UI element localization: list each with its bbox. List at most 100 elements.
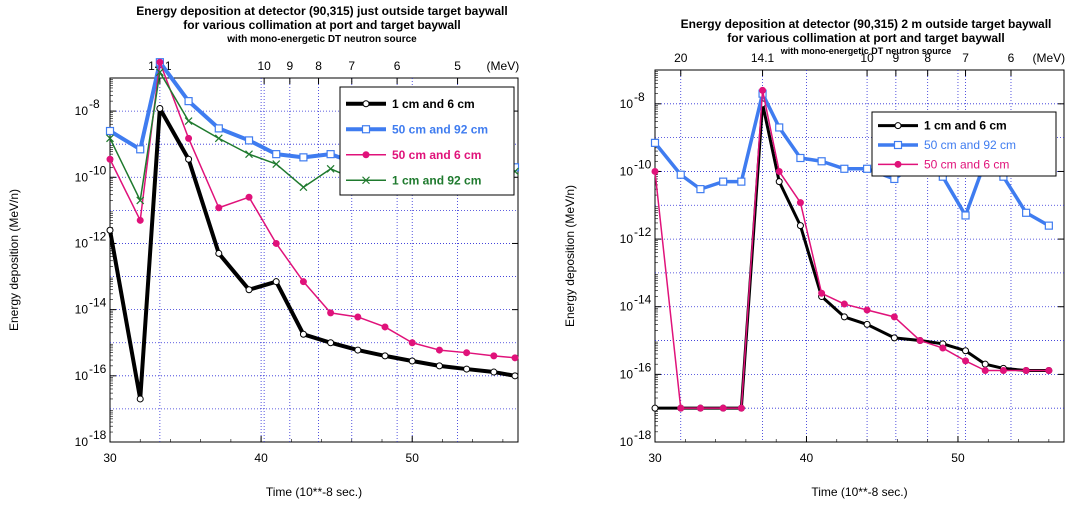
chart-1-subtitle: for various collimation at port and targ… bbox=[183, 18, 460, 32]
legend-entry-label: 50 cm and 6 cm bbox=[924, 157, 1009, 171]
legend-swatch-marker bbox=[362, 151, 370, 159]
series-1-point bbox=[272, 278, 280, 286]
y-tick-label: 10 bbox=[75, 170, 89, 184]
series-2-point bbox=[775, 123, 784, 132]
legend-entry-label: 50 cm and 6 cm bbox=[392, 148, 481, 162]
series-line-3 bbox=[109, 61, 516, 359]
x-stroke bbox=[184, 117, 193, 125]
top-tick-label: 10 bbox=[257, 59, 271, 73]
series-2-point bbox=[326, 150, 335, 159]
series-line-1 bbox=[108, 106, 516, 401]
series-3-point bbox=[737, 404, 745, 412]
series-1-point bbox=[863, 320, 871, 328]
series-3-point bbox=[106, 155, 114, 163]
series-2-point bbox=[272, 150, 281, 159]
series-3-point bbox=[818, 289, 826, 297]
x-tick-label: 40 bbox=[800, 451, 814, 465]
series-4-point bbox=[106, 134, 114, 143]
series-3-point bbox=[890, 313, 898, 321]
x-axis-label: Time (10**-8 sec.) bbox=[811, 485, 907, 499]
legend-swatch-marker bbox=[361, 125, 371, 134]
x-axis-label: Time (10**-8 sec.) bbox=[266, 485, 362, 499]
y-axis-label: Energy deposition (MeV/n) bbox=[7, 189, 21, 331]
top-tick-label: 10 bbox=[860, 51, 874, 65]
top-tick-label: 6 bbox=[394, 59, 401, 73]
top-tick-label: 8 bbox=[924, 51, 931, 65]
top-tick-label: 7 bbox=[348, 59, 355, 73]
series-3-point bbox=[863, 306, 871, 314]
legend-swatch-marker bbox=[362, 176, 370, 185]
series-1-point bbox=[327, 339, 335, 347]
y-tick-label: 10 bbox=[620, 300, 634, 314]
series-1-point bbox=[381, 352, 389, 360]
legend-entry-label: 1 cm and 6 cm bbox=[392, 97, 475, 111]
series-3-point bbox=[245, 193, 253, 201]
top-tick-label: 9 bbox=[893, 51, 900, 65]
y-tick-label: 10 bbox=[75, 369, 89, 383]
series-1-point bbox=[651, 404, 659, 412]
series-3-point bbox=[719, 404, 727, 412]
top-tick-label: 6 bbox=[1008, 51, 1015, 65]
y-tick-label: 10 bbox=[75, 435, 89, 449]
series-2-point bbox=[696, 185, 705, 194]
series-2-point bbox=[676, 170, 685, 179]
chart-2-subtitle2: with mono-energetic DT neutron source bbox=[780, 46, 952, 56]
series-2-point bbox=[890, 174, 899, 184]
series-2-point bbox=[737, 177, 746, 186]
series-1-point bbox=[156, 104, 164, 112]
x-tick-label: 50 bbox=[406, 451, 420, 465]
y-tick-exponent: -12 bbox=[634, 225, 652, 239]
series-1-point bbox=[354, 346, 362, 354]
series-2-point bbox=[1022, 208, 1031, 217]
y-tick-exponent: -8 bbox=[634, 90, 645, 104]
chart-1-title: Energy deposition at detector (90,315) j… bbox=[136, 4, 507, 18]
series-3-point bbox=[215, 204, 223, 212]
series-2-point bbox=[214, 124, 223, 133]
series-3-point bbox=[435, 346, 443, 354]
top-tick-label: (MeV) bbox=[487, 59, 520, 73]
series-4-point bbox=[299, 183, 308, 192]
legend-swatch-marker bbox=[893, 140, 903, 150]
series-3-point bbox=[677, 404, 685, 412]
chart-1-subtitle2: with mono-energetic DT neutron source bbox=[226, 34, 417, 45]
top-tick-label: (MeV) bbox=[1033, 51, 1066, 65]
x-stroke bbox=[326, 164, 335, 173]
series-3-point bbox=[511, 354, 519, 362]
series-2-point bbox=[299, 153, 308, 162]
series-4-point bbox=[272, 160, 281, 169]
series-1-point bbox=[511, 372, 519, 380]
series-3-point bbox=[136, 216, 144, 224]
series-1-point bbox=[106, 226, 114, 234]
series-2-point bbox=[1044, 221, 1053, 230]
series-4-point bbox=[214, 134, 223, 143]
legend: 1 cm and 6 cm 50 cm and 92 cm 50 cm and 6 … bbox=[339, 86, 515, 196]
series-1-point bbox=[408, 357, 416, 365]
series-1-point bbox=[299, 330, 307, 338]
top-tick-label: 20 bbox=[674, 51, 688, 65]
series-3-point bbox=[490, 352, 498, 360]
series-1-point bbox=[136, 395, 144, 403]
y-axis-label: Energy deposition (MeV/n) bbox=[563, 185, 577, 327]
y-tick-exponent: -16 bbox=[89, 362, 107, 376]
top-tick-label: 7 bbox=[962, 51, 969, 65]
y-tick-exponent: -8 bbox=[89, 97, 100, 111]
y-tick-exponent: -10 bbox=[89, 163, 107, 177]
series-3-point bbox=[185, 134, 193, 142]
series-3-point bbox=[840, 300, 848, 308]
x-stroke bbox=[106, 134, 114, 143]
y-tick-label: 10 bbox=[620, 367, 634, 381]
series-3-point bbox=[381, 323, 389, 331]
series-3-point bbox=[962, 357, 970, 365]
series-2-point bbox=[719, 177, 728, 186]
series-3-point bbox=[916, 337, 924, 345]
series-3-point bbox=[1045, 367, 1053, 375]
x-tick-label: 40 bbox=[254, 451, 268, 465]
series-1-point bbox=[215, 249, 223, 257]
series-3-point bbox=[775, 167, 783, 175]
y-tick-exponent: -16 bbox=[634, 360, 652, 374]
x-stroke bbox=[214, 134, 223, 143]
series-2-point bbox=[136, 145, 145, 154]
y-tick-exponent: -14 bbox=[634, 293, 652, 307]
